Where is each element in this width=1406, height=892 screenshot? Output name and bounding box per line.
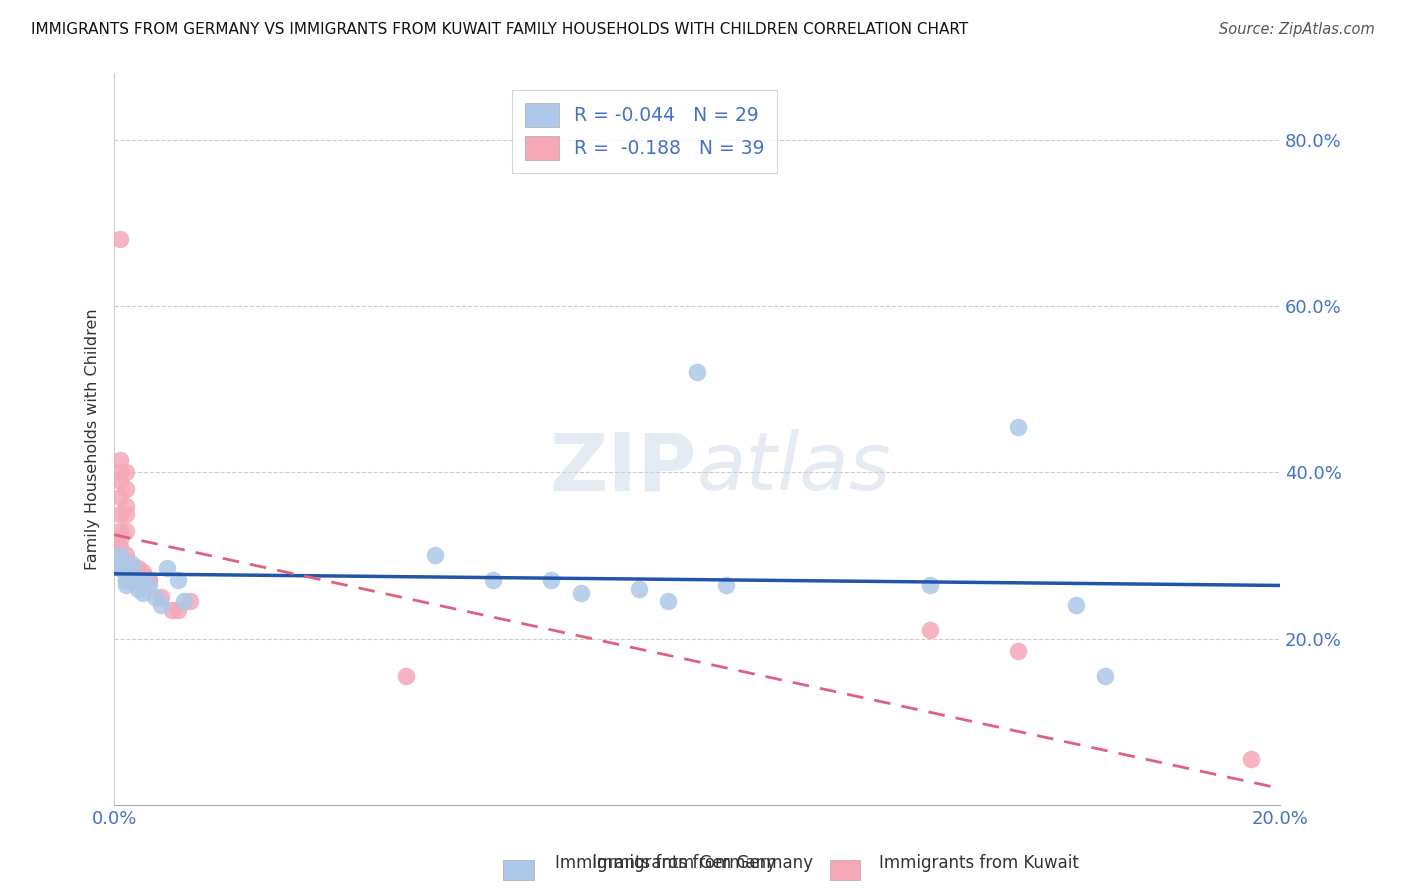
Point [173, 594, 195, 608]
Point [686, 366, 709, 380]
Text: Immigrants from Germany: Immigrants from Germany [555, 855, 776, 872]
Point [1064, 599, 1087, 613]
Point [108, 549, 131, 563]
Point [167, 574, 190, 588]
Point [179, 594, 201, 608]
Point [108, 561, 131, 575]
Point [138, 574, 160, 588]
Point [423, 549, 446, 563]
Point [132, 569, 155, 583]
Point [540, 574, 562, 588]
Point [156, 561, 179, 575]
Point [1240, 752, 1263, 766]
Point [657, 594, 679, 608]
Point [121, 561, 143, 575]
Point [108, 557, 131, 571]
Point [115, 499, 138, 513]
Point [627, 582, 650, 596]
Point [108, 232, 131, 246]
Point [716, 577, 738, 591]
Point [115, 574, 138, 588]
Point [920, 624, 942, 638]
Point [115, 577, 138, 591]
Text: ZIP: ZIP [550, 429, 697, 508]
Point [121, 557, 143, 571]
Point [108, 532, 131, 546]
Point [108, 490, 131, 504]
Point [132, 574, 155, 588]
Legend: R = -0.044   N = 29, R =  -0.188   N = 39: R = -0.044 N = 29, R = -0.188 N = 39 [512, 90, 778, 173]
Point [138, 577, 160, 591]
Point [395, 669, 418, 683]
Point [115, 482, 138, 496]
Point [1007, 419, 1029, 434]
Text: Source: ZipAtlas.com: Source: ZipAtlas.com [1219, 22, 1375, 37]
Point [108, 552, 131, 566]
Point [115, 565, 138, 579]
Point [115, 524, 138, 538]
Y-axis label: Family Households with Children: Family Households with Children [86, 309, 100, 570]
Point [127, 561, 149, 575]
Text: Immigrants from Kuwait: Immigrants from Kuwait [879, 855, 1078, 872]
Point [108, 552, 131, 566]
Point [132, 574, 155, 588]
Text: atlas: atlas [697, 429, 891, 508]
Point [108, 540, 131, 554]
Text: Immigrants from Germany: Immigrants from Germany [592, 855, 814, 872]
Point [149, 590, 172, 604]
Point [108, 549, 131, 563]
Point [138, 574, 160, 588]
Point [167, 602, 190, 616]
Point [920, 577, 942, 591]
Point [132, 565, 155, 579]
Point [143, 590, 166, 604]
Point [121, 565, 143, 579]
Point [482, 574, 505, 588]
Point [127, 582, 149, 596]
Point [108, 561, 131, 575]
Point [132, 586, 155, 600]
Point [121, 569, 143, 583]
Point [108, 524, 131, 538]
Text: IMMIGRANTS FROM GERMANY VS IMMIGRANTS FROM KUWAIT FAMILY HOUSEHOLDS WITH CHILDRE: IMMIGRANTS FROM GERMANY VS IMMIGRANTS FR… [31, 22, 969, 37]
Point [115, 549, 138, 563]
Point [149, 599, 172, 613]
Point [162, 602, 184, 616]
Point [115, 507, 138, 521]
Point [115, 465, 138, 479]
Point [108, 465, 131, 479]
Point [108, 507, 131, 521]
Point [1007, 644, 1029, 658]
Point [569, 586, 592, 600]
Point [1094, 669, 1116, 683]
Point [108, 453, 131, 467]
Point [121, 574, 143, 588]
Point [115, 574, 138, 588]
Point [108, 474, 131, 488]
Point [127, 574, 149, 588]
Point [115, 565, 138, 579]
